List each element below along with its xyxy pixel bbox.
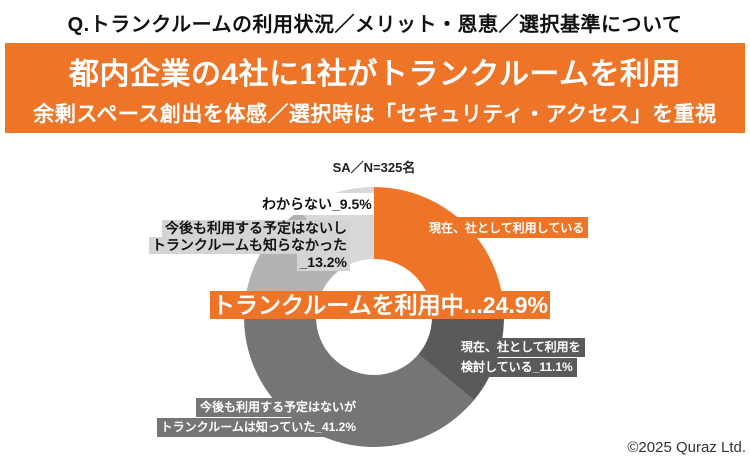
segment-label-considering-line2: 検討している_11.1%	[457, 358, 577, 377]
segment-label-using-text: 現在、社として利用している	[425, 217, 589, 238]
segment-label-dontknow-text: わからない_9.5%	[260, 193, 374, 215]
sample-size-label: SA／N=325名	[332, 160, 416, 175]
segment-label-dontknow: わからない_9.5%	[260, 193, 374, 215]
center-callout-banner: トランクルームを利用中...24.9%	[210, 291, 550, 319]
segment-label-unknown-value: _13.2%	[296, 254, 350, 271]
segment-label-knew-line2: トランクルームは知っていた_41.2%	[156, 418, 360, 437]
segment-label-knew: 今後も利用する予定はないが トランクルームは知っていた_41.2%	[156, 398, 360, 438]
headline-text: 都内企業の4社に1社がトランクルームを利用	[68, 57, 682, 91]
headline-banner: 都内企業の4社に1社がトランクルームを利用 余剰スペース創出を体感／選択時は「セ…	[5, 43, 745, 133]
segment-label-unknown-line2: トランクルームも知らなかった	[148, 237, 350, 254]
segment-label-considering-line1: 現在、社として利用を	[457, 338, 585, 357]
subheadline-text: 余剰スペース創出を体感／選択時は「セキュリティ・アクセス」を重視	[33, 102, 717, 126]
segment-label-knew-line1: 今後も利用する予定はないが	[195, 398, 360, 417]
copyright-text: ©2025 Quraz Ltd.	[627, 439, 746, 456]
segment-label-considering: 現在、社として利用を 検討している_11.1%	[457, 338, 585, 378]
segment-label-using: 現在、社として利用している	[425, 217, 589, 238]
segment-label-unknown-line1: 今後も利用する予定はないし	[162, 220, 350, 237]
segment-label-unknown: 今後も利用する予定はないし トランクルームも知らなかった _13.2%	[148, 220, 350, 271]
page-title: Q.トランクルームの利用状況／メリット・恩恵／選択基準について	[67, 14, 683, 36]
segment-label-using-value: 24.9%	[428, 238, 465, 253]
